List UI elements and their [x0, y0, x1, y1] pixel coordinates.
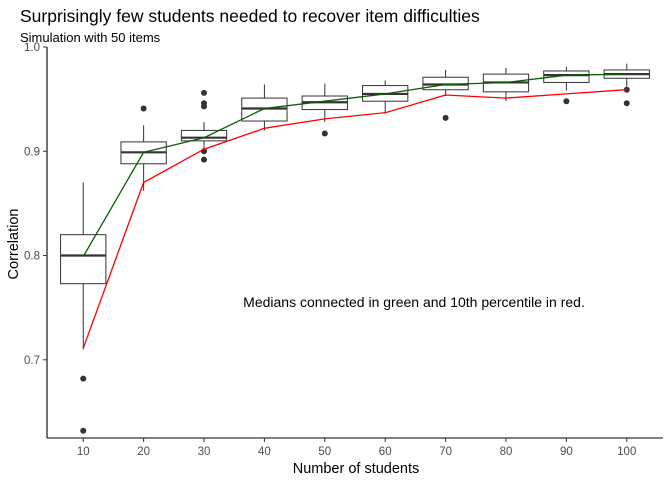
plot-area: 0.7 0.8 0.9 1.0 10 20 30 40 50 60 70 80 90 100 — [24, 42, 663, 458]
x-tick-label: 20 — [137, 446, 150, 458]
outlier-point — [201, 103, 208, 110]
x-tick-label: 80 — [500, 446, 513, 458]
y-tick-label: 1.0 — [24, 42, 40, 54]
outlier-point — [201, 89, 208, 96]
outlier-point — [80, 375, 87, 382]
x-axis-title: Number of students — [293, 461, 420, 477]
box-iqr — [543, 70, 590, 83]
outlier-point — [321, 130, 328, 137]
outlier-point — [442, 114, 449, 121]
x-tick-label: 10 — [77, 446, 90, 458]
outlier-point — [623, 100, 630, 107]
x-tick-label: 70 — [439, 446, 452, 458]
outlier-point — [140, 105, 147, 112]
y-tick-label: 0.9 — [24, 146, 40, 158]
chart-subtitle: Simulation with 50 items — [20, 30, 161, 45]
x-tick-label: 90 — [560, 446, 573, 458]
x-tick-label: 40 — [258, 446, 271, 458]
chart-title: Surprisingly few students needed to reco… — [20, 6, 480, 26]
x-tick-label: 60 — [379, 446, 392, 458]
x-tick-label: 30 — [198, 446, 211, 458]
box-iqr — [60, 234, 107, 285]
y-axis-title: Correlation — [6, 209, 22, 280]
y-tick-label: 0.7 — [24, 355, 40, 367]
x-tick-label: 50 — [318, 446, 331, 458]
outlier-point — [201, 156, 208, 163]
median-line — [82, 73, 627, 257]
y-tick-label: 0.8 — [24, 251, 40, 263]
percentile-line — [82, 89, 627, 349]
chart-annotation: Medians connected in green and 10th perc… — [243, 294, 585, 310]
outlier-point — [80, 427, 87, 434]
x-tick-label: 100 — [617, 446, 636, 458]
box-iqr — [180, 129, 228, 142]
outlier-point — [563, 98, 570, 105]
